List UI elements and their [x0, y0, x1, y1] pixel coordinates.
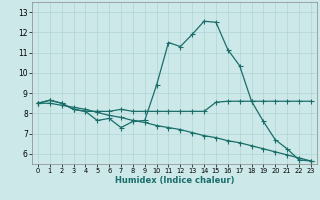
- X-axis label: Humidex (Indice chaleur): Humidex (Indice chaleur): [115, 176, 234, 185]
